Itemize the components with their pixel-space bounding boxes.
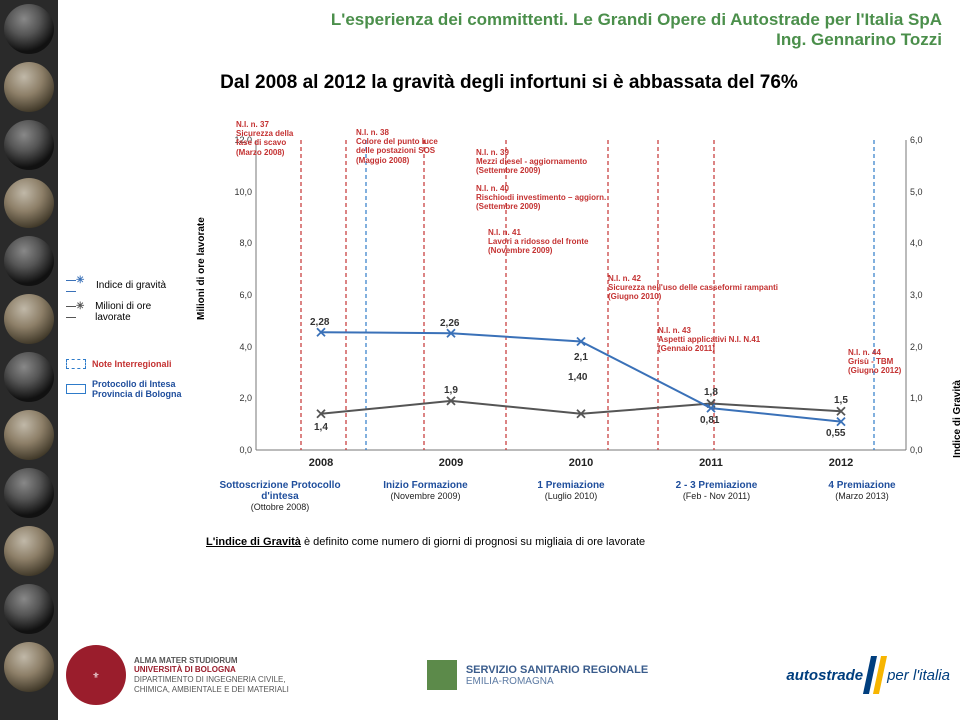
chart-legend: —✳— Indice di gravità —✳— Milioni di ore… [66, 280, 186, 409]
legend-protocollo-b: Provincia di Bologna [92, 389, 182, 399]
svg-text:2010: 2010 [569, 457, 593, 469]
ssr-line1: SERVIZIO SANITARIO REGIONALE [466, 664, 648, 676]
timeline-row: Sottoscrizione Protocollo d'intesa (Otto… [206, 480, 936, 512]
svg-text:1,0: 1,0 [910, 393, 923, 403]
ssr-icon [427, 660, 457, 690]
unibo-line4: CHIMICA, AMBIENTALE E DEI MATERIALI [134, 685, 289, 695]
footer: ⚜ ALMA MATER STUDIORUM UNIVERSITÀ DI BOL… [58, 630, 960, 720]
y-axis-right-label: Indice di Gravità [952, 380, 960, 458]
svg-text:2011: 2011 [699, 457, 723, 469]
logo-autostrade: autostrade per l'italia [786, 656, 950, 694]
svg-text:10,0: 10,0 [234, 187, 252, 197]
svg-text:6,0: 6,0 [239, 290, 252, 300]
chart-caption: L'indice di Gravità è definito come nume… [206, 536, 645, 548]
svg-text:2008: 2008 [309, 457, 333, 469]
caption-term: L'indice di Gravità [206, 536, 301, 548]
annot-n40: N.I. n. 40 Rischio di investimento – agg… [476, 184, 646, 212]
legend-gravita-label: Indice di gravità [96, 280, 166, 291]
legend-note-label: Note Interregionali [92, 359, 172, 369]
svg-text:0,81: 0,81 [700, 415, 720, 426]
svg-text:3,0: 3,0 [910, 290, 923, 300]
svg-text:2,1: 2,1 [574, 352, 588, 363]
auto-a: autostrade [786, 667, 863, 684]
logo-ssr: SERVIZIO SANITARIO REGIONALE EMILIA-ROMA… [427, 660, 648, 690]
timeline-item: Inizio Formazione (Novembre 2009) [356, 480, 496, 512]
svg-text:4,0: 4,0 [239, 342, 252, 352]
auto-b: per l'italia [887, 667, 950, 684]
caption-rest: è definito come numero di giorni di prog… [301, 536, 645, 548]
unibo-seal-icon: ⚜ [66, 645, 126, 705]
legend-protocollo-a: Protocollo di Intesa [92, 379, 176, 389]
legend-note: Note Interregionali [66, 359, 186, 369]
svg-text:5,0: 5,0 [910, 187, 923, 197]
annot-n38: N.I. n. 38 Colore del punto luce delle p… [356, 128, 466, 165]
svg-text:2009: 2009 [439, 457, 463, 469]
annot-n37: N.I. n. 37 Sicurezza della fase di scavo… [236, 120, 328, 157]
chart-zone: Milioni di ore lavorate Indice di Gravit… [58, 120, 960, 560]
logo-unibo: ⚜ ALMA MATER STUDIORUM UNIVERSITÀ DI BOL… [66, 645, 289, 705]
legend-ore: —✳— Milioni di ore lavorate [66, 301, 186, 323]
svg-text:1,5: 1,5 [834, 395, 848, 406]
svg-text:1,8: 1,8 [704, 387, 718, 398]
svg-text:1,4: 1,4 [314, 422, 328, 433]
annot-n42: N.I. n. 42 Sicurezza nell'uso delle cass… [608, 274, 838, 302]
legend-gravita: —✳— Indice di gravità [66, 280, 186, 291]
annot-n44: N.I. n. 44 Grisù - TBM (Giugno 2012) [848, 348, 938, 376]
svg-text:1,9: 1,9 [444, 385, 458, 396]
svg-text:6,0: 6,0 [910, 135, 923, 145]
svg-text:1,40: 1,40 [568, 372, 588, 383]
timeline-item: 2 - 3 Premiazione (Feb - Nov 2011) [647, 480, 787, 512]
slide-subtitle: Dal 2008 al 2012 la gravità degli infort… [58, 72, 960, 94]
svg-text:0,0: 0,0 [239, 445, 252, 455]
svg-text:2012: 2012 [829, 457, 853, 469]
header-title: L'esperienza dei committenti. Le Grandi … [76, 10, 942, 30]
svg-text:0,0: 0,0 [910, 445, 923, 455]
svg-text:2,28: 2,28 [310, 317, 330, 328]
annot-n41: N.I. n. 41 Lavori a ridosso del fronte (… [488, 228, 648, 256]
annot-n39: N.I. n. 39 Mezzi diesel - aggiornamento … [476, 148, 626, 176]
timeline-item: Sottoscrizione Protocollo d'intesa (Otto… [210, 480, 350, 512]
svg-text:8,0: 8,0 [239, 238, 252, 248]
svg-text:2,0: 2,0 [239, 393, 252, 403]
timeline-item: 4 Premiazione (Marzo 2013) [792, 480, 932, 512]
slide-header: L'esperienza dei committenti. Le Grandi … [58, 0, 960, 54]
unibo-line1: ALMA MATER STUDIORUM [134, 656, 289, 666]
svg-text:2,26: 2,26 [440, 318, 460, 329]
legend-protocollo: Protocollo di Intesa Provincia di Bologn… [66, 379, 186, 399]
header-author: Ing. Gennarino Tozzi [76, 30, 942, 50]
unibo-line2: UNIVERSITÀ DI BOLOGNA [134, 665, 289, 675]
annot-n43: N.I. n. 43 Aspetti applicativi N.I. N.41… [658, 326, 818, 354]
ssr-line2: EMILIA-ROMAGNA [466, 676, 648, 687]
timeline-item: 1 Premiazione (Luglio 2010) [501, 480, 641, 512]
unibo-line3: DIPARTIMENTO DI INGEGNERIA CIVILE, [134, 675, 289, 685]
left-image-strip [0, 0, 58, 720]
svg-text:0,55: 0,55 [826, 428, 846, 439]
svg-text:4,0: 4,0 [910, 238, 923, 248]
legend-ore-label: Milioni di ore lavorate [95, 301, 186, 323]
